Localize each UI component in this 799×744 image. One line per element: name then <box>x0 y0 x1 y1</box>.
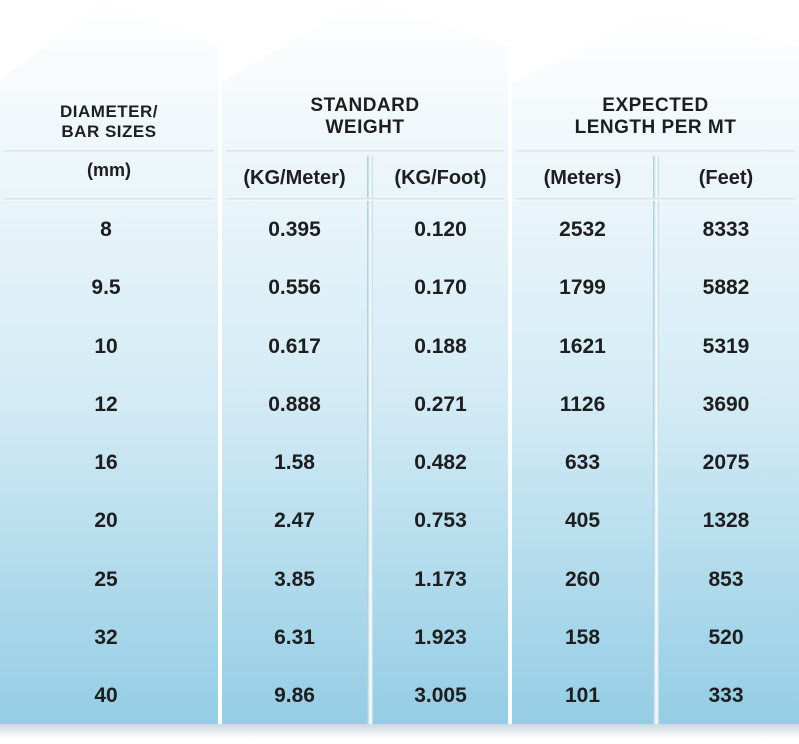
table-row: 12 0.888 0.271 1126 3690 <box>0 390 799 420</box>
table-row: 8 0.395 0.120 2532 8333 <box>0 215 799 245</box>
weight-panel-shape <box>222 0 508 724</box>
diameter-header: DIAMETER/ BAR SIZES <box>0 102 218 142</box>
weight-column-divider <box>367 156 373 724</box>
weight-header-line-2: WEIGHT <box>325 117 405 138</box>
kg-foot-cell: 3.005 <box>414 684 467 707</box>
meters-cell: 2532 <box>559 218 606 241</box>
table-row: 10 0.617 0.188 1621 5319 <box>0 332 799 362</box>
table-row: 20 2.47 0.753 405 1328 <box>0 506 799 536</box>
kg-foot-cell: 0.482 <box>414 451 467 474</box>
kg-meter-cell: 0.556 <box>268 276 321 299</box>
table-row: 16 1.58 0.482 633 2075 <box>0 448 799 478</box>
diameter-header-line-1: DIAMETER/ <box>60 102 158 121</box>
kg-foot-cell: 1.173 <box>414 568 467 591</box>
kg-foot-cell: 0.753 <box>414 509 467 532</box>
length-header: EXPECTED LENGTH PER MT <box>512 95 799 139</box>
feet-cell: 853 <box>708 568 744 591</box>
length-header-divider <box>516 150 795 153</box>
size-cell: 8 <box>100 218 112 241</box>
length-header-line-2: LENGTH PER MT <box>574 117 737 138</box>
kg-meter-cell: 3.85 <box>274 568 315 591</box>
size-cell: 10 <box>94 335 118 358</box>
weight-header-divider <box>226 150 504 153</box>
kg-meter-cell: 9.86 <box>274 684 315 707</box>
kg-meter-cell: 0.395 <box>268 218 321 241</box>
kg-foot-cell: 0.170 <box>414 276 467 299</box>
meters-subheader: (Meters) <box>543 167 622 189</box>
weight-header-line-1: STANDARD <box>310 95 420 116</box>
kg-meter-cell: 0.617 <box>268 335 321 358</box>
diameter-panel: DIAMETER/ BAR SIZES (mm) <box>0 0 218 724</box>
feet-cell: 5319 <box>702 335 750 358</box>
size-cell: 20 <box>94 509 118 532</box>
table-row: 40 9.86 3.005 101 333 <box>0 681 799 711</box>
kg-foot-cell: 1.923 <box>414 626 467 649</box>
size-cell: 32 <box>94 626 118 649</box>
table-row: 32 6.31 1.923 158 520 <box>0 623 799 653</box>
feet-cell: 3690 <box>702 393 750 416</box>
meters-cell: 101 <box>564 684 601 707</box>
meters-cell: 1126 <box>559 393 606 416</box>
table-row: 9.5 0.556 0.170 1799 5882 <box>0 273 799 303</box>
kg-meter-cell: 2.47 <box>274 509 315 532</box>
meters-cell: 158 <box>564 626 601 649</box>
feet-cell: 1328 <box>702 509 750 532</box>
kg-meter-cell: 1.58 <box>274 451 315 474</box>
meters-cell: 1799 <box>559 276 606 299</box>
feet-cell: 8333 <box>702 218 750 241</box>
length-column-divider <box>653 156 659 724</box>
diameter-header-line-2: BAR SIZES <box>61 122 157 141</box>
diameter-header-divider <box>4 150 214 153</box>
mm-subheader: (mm) <box>87 160 131 180</box>
diameter-panel-shape <box>0 2 218 724</box>
size-cell: 16 <box>94 451 118 474</box>
size-cell: 40 <box>94 684 118 707</box>
meters-cell: 260 <box>564 568 601 591</box>
weight-panel: STANDARD WEIGHT (KG/Meter) (KG/Foot) <box>222 0 508 724</box>
feet-subheader: (Feet) <box>698 167 754 189</box>
kg-meter-subheader: (KG/Meter) <box>243 167 346 189</box>
length-subheader-divider <box>516 198 795 201</box>
size-cell: 9.5 <box>91 276 121 299</box>
length-header-line-1: EXPECTED <box>602 95 709 116</box>
size-cell: 25 <box>94 568 118 591</box>
bottom-shadow <box>0 724 799 738</box>
feet-cell: 520 <box>708 626 744 649</box>
feet-cell: 2075 <box>702 451 750 474</box>
length-panel: EXPECTED LENGTH PER MT (Meters) (Feet) <box>512 0 799 724</box>
kg-foot-subheader: (KG/Foot) <box>394 167 487 189</box>
kg-foot-cell: 0.271 <box>414 393 467 416</box>
kg-meter-cell: 0.888 <box>268 393 321 416</box>
weight-header: STANDARD WEIGHT <box>222 95 508 139</box>
size-cell: 12 <box>94 393 118 416</box>
kg-meter-cell: 6.31 <box>274 626 315 649</box>
table-row: 25 3.85 1.173 260 853 <box>0 565 799 595</box>
kg-foot-cell: 0.188 <box>414 335 467 358</box>
feet-cell: 5882 <box>702 276 750 299</box>
weight-subheader-divider <box>226 198 504 201</box>
feet-cell: 333 <box>708 684 744 707</box>
kg-foot-cell: 0.120 <box>414 218 467 241</box>
meters-cell: 1621 <box>559 335 606 358</box>
diameter-subheader-divider <box>4 198 214 201</box>
meters-cell: 405 <box>564 509 601 532</box>
meters-cell: 633 <box>564 451 601 474</box>
